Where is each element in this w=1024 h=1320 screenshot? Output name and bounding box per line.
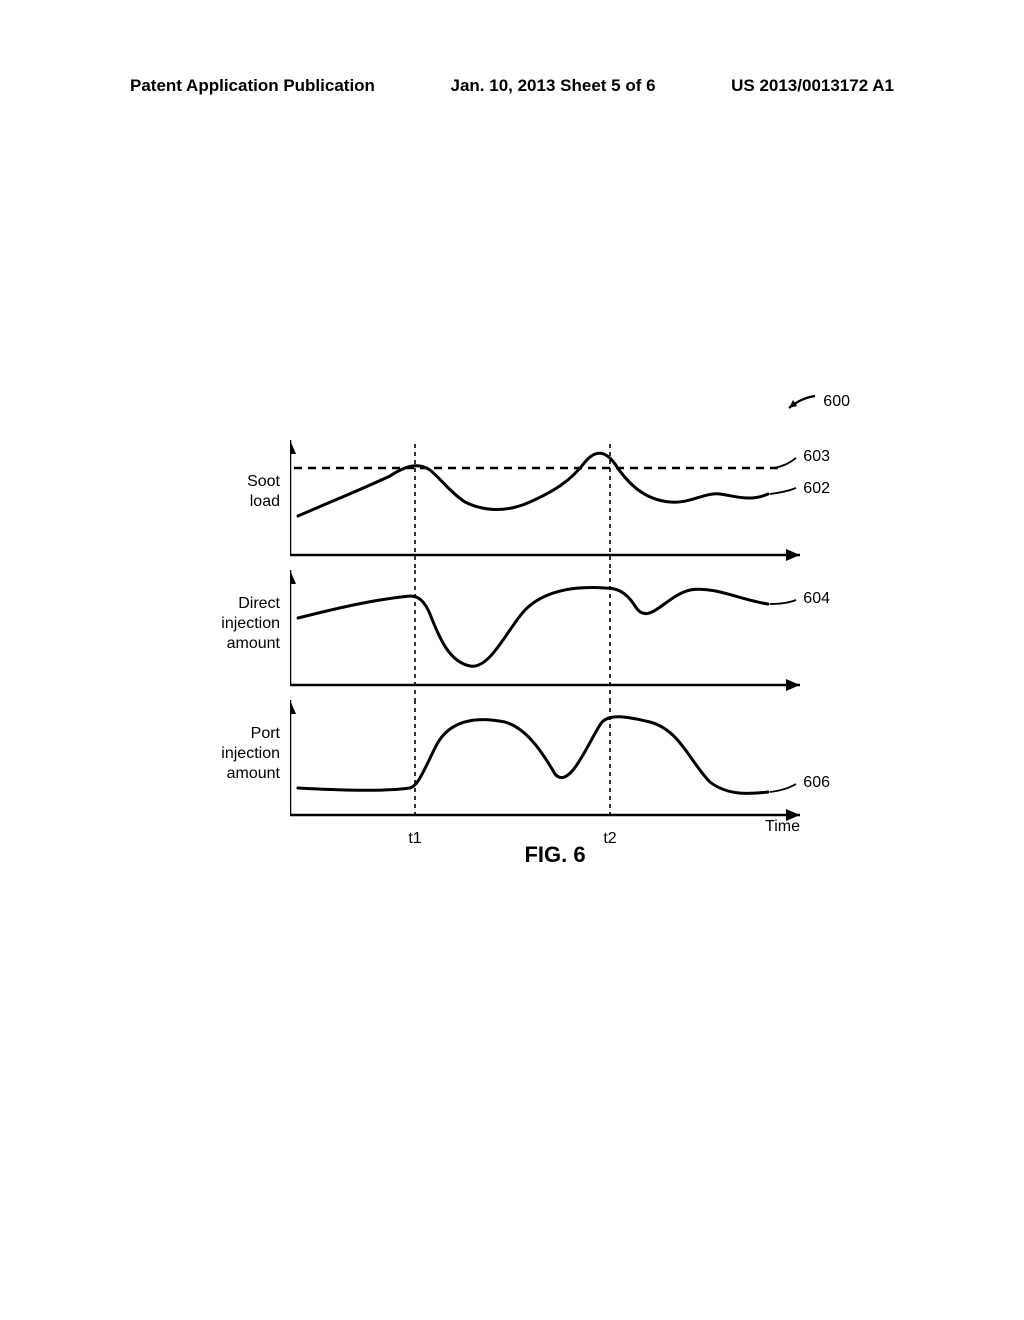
figure-reference-number: 600 [823,393,850,411]
header-left: Patent Application Publication [130,76,375,96]
ylabel-soot: Sootload [170,472,280,512]
tick-t1: t1 [408,830,421,848]
panel-direct-injection: Directinjectionamount 604 [290,570,820,700]
figure-reference-arrow: 600 [787,392,850,412]
panel-port-injection: Portinjectionamount 606 t1 t2 Time [290,700,820,830]
curve-602 [298,453,768,516]
panel-svg-port [290,700,830,830]
panel-svg-soot [290,440,830,570]
callout-602: 602 [803,480,830,498]
x-axis-label: Time [765,818,800,836]
callout-604: 604 [803,590,830,608]
panel-svg-direct [290,570,830,700]
figure-6: 600 Sootload 603 602 Directinjectionamou… [180,440,820,868]
ylabel-direct: Directinjectionamount [170,594,280,654]
callout-603: 603 [803,448,830,466]
curve-606 [298,717,768,794]
callout-606: 606 [803,774,830,792]
header-center: Jan. 10, 2013 Sheet 5 of 6 [451,76,656,96]
header-right: US 2013/0013172 A1 [731,76,894,96]
ylabel-port: Portinjectionamount [170,724,280,784]
swoosh-arrow-icon [787,392,819,412]
panel-soot-load: Sootload 603 602 [290,440,820,570]
tick-t2: t2 [603,830,616,848]
page-header: Patent Application Publication Jan. 10, … [0,76,1024,96]
curve-604 [298,588,768,667]
figure-caption: FIG. 6 [290,842,820,868]
